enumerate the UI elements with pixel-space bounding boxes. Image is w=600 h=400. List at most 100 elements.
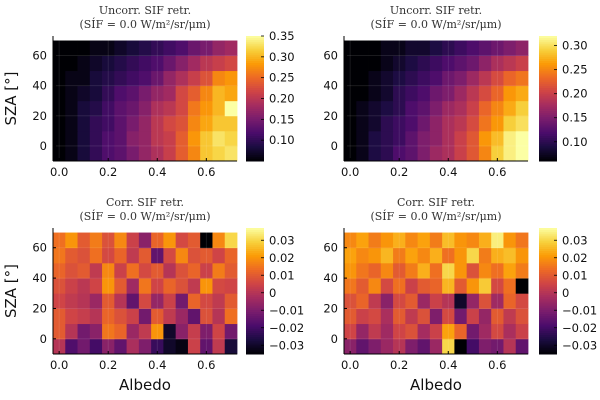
colorbar-segment (539, 98, 557, 102)
colorbar-segment (246, 328, 264, 332)
heatmap-cell (200, 100, 213, 117)
colorbar-segment (246, 343, 264, 347)
heatmap-cell (65, 85, 78, 102)
heatmap-cell (114, 308, 127, 325)
heatmap-cell (89, 247, 103, 264)
colorbar-segment (539, 232, 557, 235)
heatmap-cell (356, 262, 369, 279)
heatmap-cell (138, 85, 152, 102)
colorbar-segment (246, 40, 264, 43)
heatmap-cell (503, 145, 517, 162)
heatmap-cell (344, 232, 357, 249)
heatmap-cell (114, 232, 127, 249)
heatmap-cell (224, 145, 238, 162)
heatmap-cell (429, 100, 443, 117)
heatmap-cell (89, 293, 103, 309)
heatmap-cell (175, 278, 189, 294)
heatmap-cell (212, 130, 226, 147)
heatmap-cell (356, 293, 369, 309)
heatmap-cell (200, 323, 213, 340)
colorbar-segment (246, 138, 264, 141)
heatmap-cell (212, 100, 226, 117)
heatmap-cell (442, 145, 455, 162)
heatmap-cell (429, 278, 443, 294)
colorbar-segment (539, 282, 557, 286)
heatmap-cell (503, 278, 517, 294)
heatmap-cell (200, 85, 213, 102)
colorbar-segment (539, 280, 557, 284)
colorbar-segment (539, 61, 557, 64)
heatmap-cell (380, 247, 394, 264)
heatmap-cell (138, 55, 152, 72)
x-tick-label: 0.6 (197, 165, 215, 179)
heatmap-cell (163, 278, 177, 294)
heatmap-cell (454, 247, 468, 264)
heatmap-cell (175, 262, 189, 279)
colorbar-segment (246, 259, 264, 263)
heatmap-cell (368, 293, 382, 309)
colorbar-segment (246, 46, 264, 49)
heatmap-cell (102, 115, 115, 132)
heatmap-cell (77, 262, 91, 279)
x-tick-label: 0.4 (148, 165, 166, 179)
heatmap-cell (163, 85, 177, 102)
colorbar-segment (246, 236, 264, 239)
heatmap-cell (77, 278, 91, 294)
colorbar-segment (246, 42, 264, 45)
colorbar-tick-label: 0.15 (269, 112, 295, 126)
heatmap-cell (405, 55, 418, 72)
heatmap-cell (151, 338, 164, 355)
heatmap-cell (380, 323, 394, 340)
heatmap-cell (344, 338, 357, 355)
heatmap-cell (442, 100, 455, 117)
colorbar-segment (246, 61, 264, 64)
heatmap-cell (515, 130, 529, 147)
heatmap-cell (429, 293, 443, 309)
colorbar-segment (246, 234, 264, 237)
colorbar-segment (539, 142, 557, 145)
colorbar-segment (246, 131, 264, 135)
colorbar-segment (246, 249, 264, 252)
colorbar-segment (246, 154, 264, 158)
heatmap-cell (126, 100, 140, 117)
heatmap-cell (454, 70, 468, 87)
x-tick-label: 0.4 (439, 165, 457, 179)
heatmap-cell (187, 278, 201, 294)
colorbar-tick-label: 0.20 (562, 87, 588, 101)
x-tick-label: 0.0 (50, 358, 68, 372)
heatmap-cell (77, 85, 91, 102)
colorbar-tick-label: 0.20 (269, 92, 295, 106)
heatmap-cell (491, 85, 504, 102)
heatmap-cell (393, 85, 406, 102)
heatmap-cell (417, 308, 431, 325)
heatmap-cell (491, 247, 504, 264)
heatmap-cell (126, 293, 140, 309)
colorbar-segment (539, 131, 557, 135)
heatmap-cell (417, 293, 431, 309)
heatmap-cell (405, 232, 418, 249)
heatmap-cell (53, 232, 66, 249)
heatmap-cell (212, 262, 226, 279)
heatmap-cell (429, 115, 443, 132)
colorbar-segment (539, 108, 557, 112)
colorbar-segment (246, 244, 264, 248)
colorbar-segment (539, 65, 557, 68)
y-tick-label: 0 (331, 139, 338, 153)
heatmap-cell (53, 145, 66, 162)
heatmap-cell (187, 100, 201, 117)
heatmap-cell (442, 85, 455, 102)
x-tick-label: 0.6 (488, 358, 506, 372)
colorbar-segment (246, 347, 264, 351)
colorbar-segment (539, 240, 557, 244)
colorbar-segment (539, 52, 557, 56)
heatmap-cell (89, 100, 103, 117)
colorbar-segment (246, 123, 264, 127)
colorbar-segment (539, 267, 557, 271)
colorbar-segment (246, 246, 264, 250)
heatmap-cell (503, 232, 517, 249)
heatmap-cell (344, 115, 357, 132)
heatmap-cell (466, 278, 480, 294)
y-tick-label: 60 (323, 241, 338, 255)
colorbar-segment (539, 339, 557, 342)
heatmap-cell (53, 278, 66, 294)
